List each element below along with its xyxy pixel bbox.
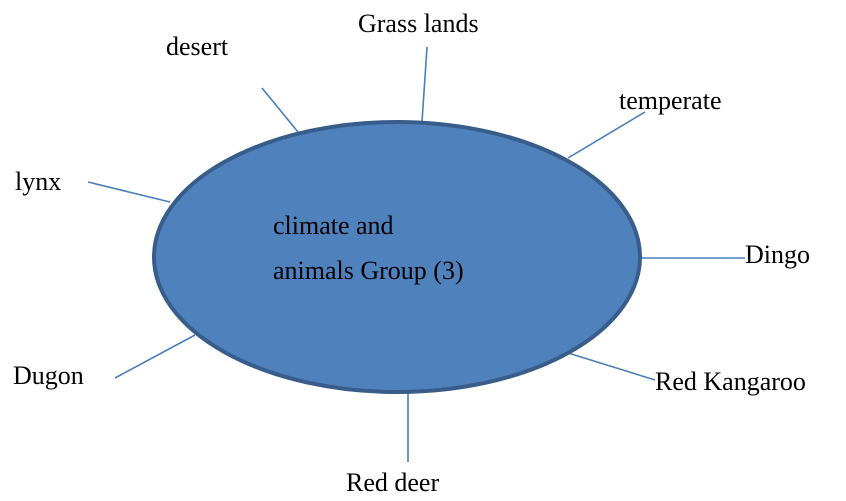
- connector: [567, 111, 646, 159]
- center-ellipse: [152, 120, 642, 394]
- connector: [564, 351, 656, 381]
- node-label: desert: [166, 32, 229, 61]
- node-label: Red Kangaroo: [655, 367, 806, 396]
- node-label: Grass lands: [358, 9, 479, 38]
- connector: [87, 181, 171, 203]
- node-label: Red deer: [346, 468, 439, 497]
- connector: [421, 46, 428, 123]
- node-label: Dugon: [13, 361, 84, 390]
- center-line: climate and: [273, 211, 394, 240]
- node-label: Dingo: [745, 240, 810, 269]
- node-label: lynx: [15, 167, 61, 196]
- center-line: animals Group (3): [273, 256, 464, 285]
- connector: [114, 334, 196, 379]
- connector: [261, 87, 299, 133]
- node-label: temperate: [619, 86, 722, 115]
